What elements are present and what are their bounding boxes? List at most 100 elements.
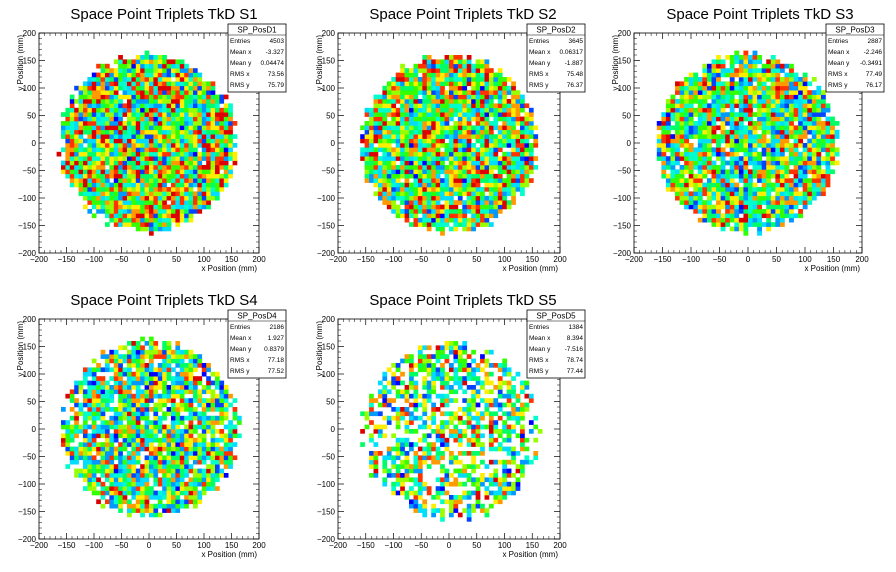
heatmap-bin	[135, 437, 141, 443]
heatmap-bin	[752, 138, 758, 144]
heatmap-bin	[171, 358, 176, 364]
heatmap-bin	[520, 165, 525, 170]
heatmap-bin	[807, 103, 813, 109]
heatmap-bin	[706, 151, 712, 157]
heatmap-bin	[480, 147, 485, 153]
heatmap-bin	[770, 116, 776, 122]
heatmap-bin	[748, 195, 753, 201]
heatmap-bin	[471, 195, 476, 201]
heatmap-bin	[201, 99, 207, 104]
heatmap-bin	[816, 169, 822, 175]
heatmap-bin	[135, 94, 141, 100]
heatmap-bin	[417, 156, 423, 161]
heatmap-bin	[725, 173, 731, 179]
heatmap-bin	[96, 451, 101, 456]
heatmap-bin	[149, 217, 154, 223]
heatmap-bin	[802, 121, 808, 126]
heatmap-bin	[524, 160, 530, 166]
heatmap-bin	[725, 94, 731, 100]
x-tick-label: 200	[252, 255, 266, 264]
heatmap-bin	[515, 134, 521, 139]
heatmap-bin	[802, 195, 808, 201]
heatmap-bin	[520, 134, 525, 139]
heatmap-bin	[127, 129, 132, 135]
heatmap-bin	[775, 81, 781, 87]
heatmap-bin	[734, 173, 740, 179]
heatmap-bin	[435, 77, 441, 82]
heatmap-bin	[105, 473, 110, 478]
heatmap-bin	[210, 138, 216, 144]
heatmap-bin	[135, 156, 141, 161]
heatmap-bin	[96, 402, 101, 408]
heatmap-bin	[171, 213, 176, 219]
heatmap-bin	[206, 173, 211, 179]
heatmap-bin	[127, 112, 132, 117]
heatmap-bin	[734, 116, 740, 122]
heatmap-bin	[118, 367, 123, 373]
heatmap-bin	[166, 151, 172, 157]
heatmap-bin	[520, 151, 525, 157]
heatmap-bin	[105, 477, 110, 483]
heatmap-bins	[656, 50, 840, 236]
heatmap-bin	[166, 371, 172, 377]
heatmap-bin	[706, 178, 712, 183]
heatmap-bin	[96, 169, 101, 175]
heatmap-bin	[153, 451, 159, 456]
heatmap-bin	[444, 121, 450, 126]
heatmap-bin	[96, 442, 101, 447]
heatmap-bin	[109, 385, 115, 390]
heatmap-bin	[193, 182, 198, 188]
heatmap-bin	[210, 125, 216, 131]
heatmap-bin	[453, 156, 459, 161]
heatmap-bin	[706, 138, 712, 144]
heatmap-bin	[449, 151, 454, 157]
stats-value: 75.79	[268, 82, 285, 89]
heatmap-bin	[166, 72, 172, 78]
heatmap-bin	[188, 72, 194, 78]
heatmap-bin	[670, 160, 676, 166]
heatmap-bin	[175, 473, 181, 478]
heatmap-bin	[720, 222, 726, 227]
heatmap-bin	[206, 121, 211, 126]
heatmap-bin	[413, 160, 419, 166]
heatmap-bin	[382, 169, 388, 175]
heatmap-bin	[184, 217, 189, 223]
heatmap-bin	[409, 103, 414, 109]
heatmap-bin	[665, 134, 671, 139]
heatmap-bin	[720, 173, 726, 179]
heatmap-bin	[413, 134, 419, 139]
heatmap-bin	[720, 134, 726, 139]
heatmap-bin	[693, 94, 699, 100]
heatmap-bin	[188, 182, 194, 188]
heatmap-bin	[373, 107, 379, 113]
heatmap-bin	[811, 151, 817, 157]
heatmap-bin	[87, 398, 93, 403]
heatmap-bin	[435, 169, 441, 175]
heatmap-bin	[127, 81, 132, 87]
heatmap-bin	[400, 103, 405, 109]
heatmap-bin	[413, 200, 419, 205]
heatmap-bin	[784, 116, 790, 122]
heatmap-bin	[171, 59, 176, 65]
heatmap-bin	[78, 424, 84, 430]
heatmap-bin	[109, 143, 115, 148]
heatmap-bin	[219, 165, 225, 170]
heatmap-bin	[193, 94, 198, 100]
heatmap-bin	[122, 134, 128, 139]
heatmap-bin	[140, 103, 145, 109]
heatmap-bin	[135, 468, 141, 474]
heatmap-bin	[118, 499, 123, 505]
heatmap-bin	[91, 187, 97, 192]
heatmap-bin	[149, 63, 154, 69]
heatmap-bin	[725, 195, 731, 201]
heatmap-bin	[757, 116, 762, 122]
heatmap-bin	[453, 55, 459, 60]
heatmap-bin	[69, 415, 75, 421]
heatmap-bin	[122, 468, 128, 474]
heatmap-bin	[223, 173, 229, 179]
heatmap-bin	[770, 187, 776, 192]
heatmap-bin	[665, 143, 671, 148]
heatmap-bin	[96, 182, 101, 188]
heatmap-bin	[798, 121, 804, 126]
heatmap-bin	[188, 173, 194, 179]
